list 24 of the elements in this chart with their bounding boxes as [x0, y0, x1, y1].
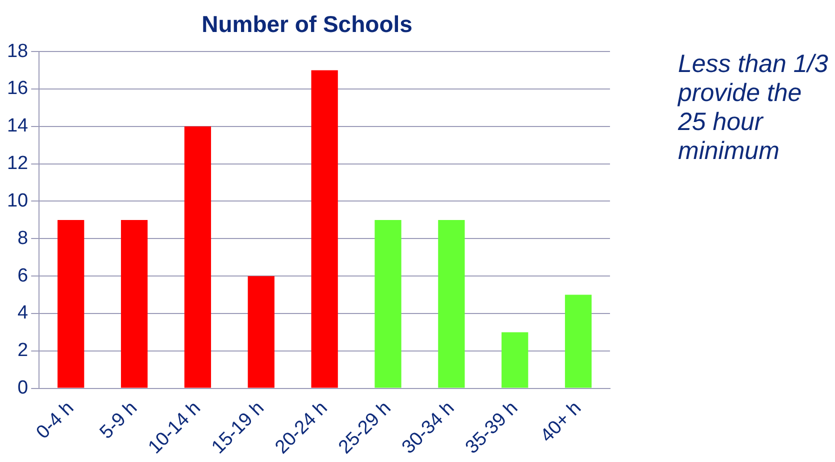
x-tick-label: 5-9 h	[96, 398, 142, 444]
bar	[374, 220, 402, 388]
y-tick-label: 12	[6, 153, 28, 174]
y-tick-label: 14	[6, 116, 29, 137]
bar	[438, 220, 465, 388]
chart-title: Number of Schools	[202, 11, 412, 38]
bar	[120, 220, 148, 388]
text: Less than 1/3 provide the 25 hour minimum	[678, 50, 830, 166]
bar	[184, 126, 212, 388]
y-tick-label: 16	[6, 78, 28, 100]
y-tick-label: 4	[18, 302, 29, 324]
y-tick-label: 6	[18, 265, 28, 286]
x-tick-label: 40+ h	[536, 398, 586, 447]
bar	[564, 294, 592, 388]
bar	[58, 220, 84, 388]
y-tick-label: 8	[18, 228, 28, 249]
y-tick-label: 18	[6, 40, 28, 62]
bar	[502, 332, 528, 388]
y-tick-label: 10	[6, 190, 28, 212]
y-tick-label: 2	[18, 340, 28, 362]
x-tick-label: 0-4 h	[32, 398, 78, 444]
bar	[248, 276, 274, 388]
y-tick-label: 0	[18, 378, 28, 399]
bar	[311, 70, 338, 388]
